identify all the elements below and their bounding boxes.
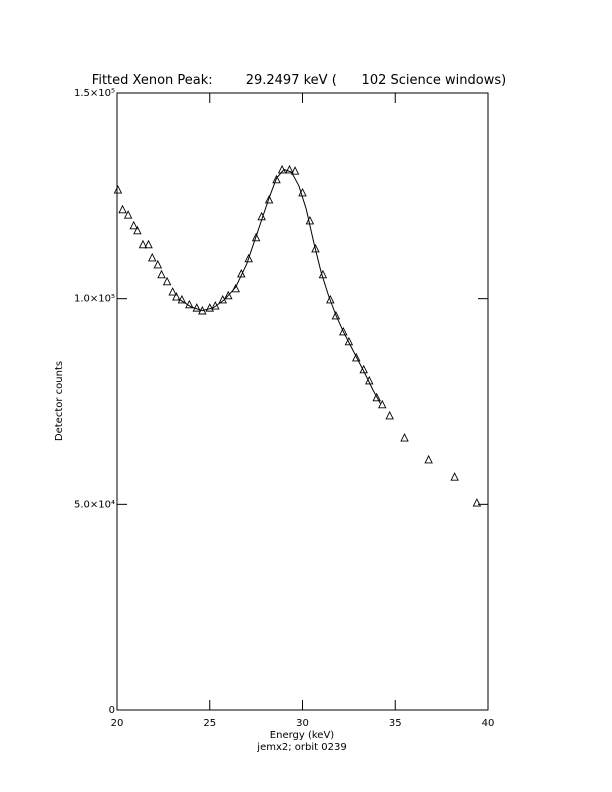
- chart-title: Fitted Xenon Peak: 29.2497 keV ( 102 Sci…: [92, 73, 506, 88]
- data-point: [133, 225, 142, 235]
- data-point: [372, 392, 381, 402]
- data-point: [365, 375, 374, 385]
- data-point: [138, 239, 148, 249]
- data-point: [272, 174, 281, 184]
- x-tick-label: 40: [482, 718, 495, 729]
- data-point: [378, 399, 387, 409]
- data-point: [326, 294, 335, 304]
- data-point: [168, 287, 177, 296]
- data-point: [251, 232, 261, 242]
- footnote: jemx2; orbit 0239: [256, 742, 346, 753]
- data-point: [344, 336, 354, 346]
- data-point: [400, 433, 409, 442]
- data-point: [352, 352, 361, 362]
- data-point: [205, 303, 214, 312]
- data-point: [450, 472, 459, 481]
- y-tick-label: 5.0×10⁴: [74, 499, 115, 510]
- data-point: [472, 498, 482, 507]
- data-point: [157, 269, 166, 279]
- data-point: [123, 210, 133, 219]
- data-point: [331, 310, 341, 320]
- data-point: [244, 253, 253, 263]
- data-point: [148, 252, 157, 262]
- x-axis-label: Energy (keV): [270, 730, 335, 741]
- data-point: [290, 166, 300, 175]
- data-point: [385, 410, 394, 420]
- x-tick-label: 30: [296, 718, 309, 729]
- y-tick-label: 1.5×10⁵: [74, 88, 115, 99]
- data-point: [153, 259, 163, 269]
- data-point: [118, 204, 127, 214]
- data-point: [192, 303, 201, 312]
- data-point: [129, 220, 138, 230]
- data-point: [424, 454, 433, 464]
- data-point: [172, 292, 181, 301]
- data-point: [311, 243, 320, 253]
- data-point: [264, 194, 274, 204]
- y-tick-label: 0: [109, 705, 115, 716]
- data-point: [144, 239, 153, 249]
- data-point: [231, 283, 240, 293]
- data-point: [285, 164, 294, 174]
- x-tick-label: 20: [111, 718, 124, 729]
- data-point: [237, 268, 246, 278]
- y-axis-label: Detector counts: [54, 361, 65, 441]
- data-point: [113, 185, 123, 194]
- x-tick-label: 25: [203, 718, 216, 729]
- data-point: [339, 326, 348, 336]
- x-tick-label: 35: [389, 718, 402, 729]
- data-point: [162, 276, 172, 286]
- fit-line: [177, 168, 381, 404]
- data-point: [359, 364, 368, 374]
- data-point: [224, 290, 233, 300]
- y-tick-label: 1.0×10⁵: [74, 294, 115, 305]
